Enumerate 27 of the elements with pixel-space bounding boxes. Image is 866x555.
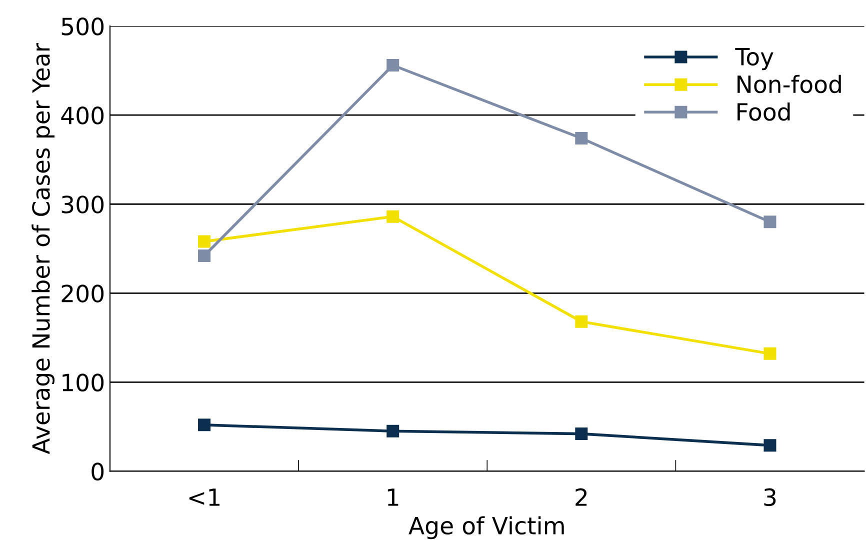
point <box>386 210 400 223</box>
y-tick-label: 100 <box>62 374 104 392</box>
point <box>764 216 776 228</box>
y-tick-label: 200 <box>62 284 104 302</box>
legend-label: Food <box>738 102 790 121</box>
point <box>198 250 211 262</box>
legend-label: Toy <box>735 48 774 70</box>
point <box>575 315 588 328</box>
x-axis-title: Age of Victim <box>408 516 564 540</box>
y-axis-title: Average Number of Cases per Year <box>32 42 54 454</box>
point <box>386 59 400 72</box>
point <box>198 418 211 432</box>
x-tick-label: 3 <box>764 488 776 506</box>
legend-label: Non-food <box>738 74 841 94</box>
x-tick-label: 1 <box>388 488 398 506</box>
y-tick-label: 300 <box>62 196 104 214</box>
y-tick-label: 400 <box>61 106 104 124</box>
point <box>575 132 588 145</box>
point <box>575 428 588 440</box>
point <box>764 347 776 360</box>
point <box>764 439 776 452</box>
point <box>198 235 211 248</box>
y-tick-label: 0 <box>92 462 104 480</box>
point <box>386 424 400 438</box>
y-tick-label: 500 <box>62 18 104 36</box>
x-tick-label: <1 <box>189 488 220 506</box>
x-tick-label: 2 <box>576 488 587 506</box>
